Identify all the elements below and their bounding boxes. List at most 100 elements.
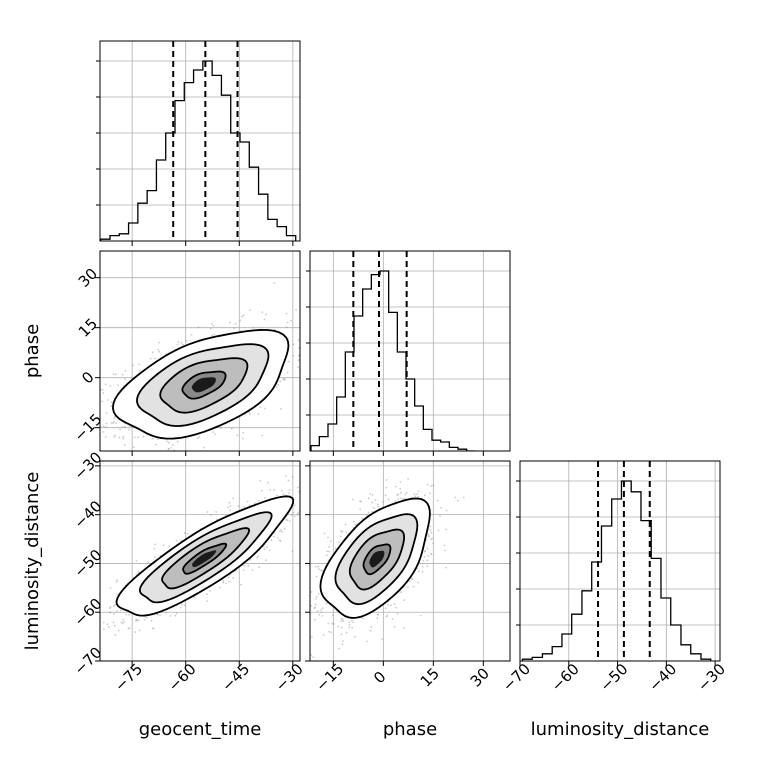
scatter-point xyxy=(249,413,251,416)
scatter-point xyxy=(131,364,134,367)
scatter-point xyxy=(276,494,278,497)
density-core xyxy=(369,550,385,568)
scatter-point xyxy=(147,561,150,564)
y-tick-label-phase: 15 xyxy=(75,315,101,341)
scatter-point xyxy=(256,556,259,559)
scatter-point xyxy=(318,568,320,570)
scatter-point xyxy=(265,559,268,562)
scatter-point xyxy=(259,406,262,409)
pair-clip xyxy=(294,478,465,659)
scatter-point xyxy=(95,627,97,629)
scatter-point xyxy=(121,373,124,376)
scatter-point xyxy=(219,586,221,589)
scatter-point xyxy=(232,577,235,579)
scatter-point xyxy=(371,511,374,513)
scatter-point xyxy=(300,503,302,505)
scatter-point xyxy=(445,528,447,531)
scatter-point xyxy=(326,468,328,470)
scatter-point xyxy=(313,607,316,610)
scatter-point xyxy=(422,559,425,562)
scatter-point xyxy=(116,610,118,612)
panel-frame xyxy=(99,40,301,242)
scatter-point xyxy=(158,350,161,353)
scatter-point xyxy=(128,463,130,465)
panel-hist-phase xyxy=(306,250,511,456)
scatter-point xyxy=(341,530,344,533)
scatter-point xyxy=(229,509,231,512)
scatter-point xyxy=(320,611,322,613)
scatter-point xyxy=(151,351,154,354)
scatter-point xyxy=(330,631,332,634)
scatter-point xyxy=(290,514,293,516)
scatter-point xyxy=(302,349,304,351)
scatter-point xyxy=(273,488,275,491)
scatter-point xyxy=(281,489,283,492)
scatter-point xyxy=(376,613,379,616)
scatter-point xyxy=(340,626,343,629)
scatter-point xyxy=(427,533,430,535)
scatter-point xyxy=(151,437,154,440)
scatter-point xyxy=(246,500,249,503)
scatter-point xyxy=(340,633,343,636)
scatter-point xyxy=(193,596,196,599)
scatter-point xyxy=(361,517,363,520)
scatter-point xyxy=(144,616,147,618)
scatter-point xyxy=(152,627,155,630)
scatter-point xyxy=(443,544,446,547)
scatter-point xyxy=(175,539,178,542)
scatter-point xyxy=(128,613,130,616)
scatter-point xyxy=(340,331,342,333)
scatter-point xyxy=(125,613,128,616)
scatter-point xyxy=(318,613,321,616)
scatter-point xyxy=(416,493,419,496)
scatter-point xyxy=(317,593,320,595)
scatter-point xyxy=(301,382,303,384)
scatter-point xyxy=(107,626,110,628)
scatter-point xyxy=(102,431,105,433)
scatter-point xyxy=(432,484,434,487)
scatter-point xyxy=(231,428,233,430)
scatter-point xyxy=(393,625,396,628)
scatter-point xyxy=(311,635,313,638)
panel-frame xyxy=(309,250,511,452)
scatter-point xyxy=(190,333,193,336)
panel-hist-geocent_time xyxy=(96,40,301,246)
scatter-point xyxy=(294,601,296,603)
panel-frame xyxy=(519,460,721,662)
scatter-point xyxy=(412,585,415,588)
scatter-point xyxy=(288,360,290,363)
scatter-point xyxy=(345,531,348,534)
scatter-point xyxy=(135,559,138,562)
scatter-point xyxy=(222,581,225,584)
scatter-point xyxy=(127,627,130,630)
scatter-point xyxy=(454,496,457,499)
panel-hist-luminosity_distance: −70 −60 −50 −40 −30 xyxy=(499,460,729,695)
contour-0.5 xyxy=(181,370,227,400)
scatter-point xyxy=(121,622,124,625)
scatter-point xyxy=(354,635,356,638)
scatter-point xyxy=(326,487,328,489)
scatter-point xyxy=(288,520,291,522)
scatter-point xyxy=(312,494,314,496)
contour-2 xyxy=(319,497,431,619)
scatter-point xyxy=(362,617,364,620)
scatter-point xyxy=(307,479,309,481)
scatter-point xyxy=(211,322,213,325)
scatter-point xyxy=(135,455,137,457)
contour-1.5 xyxy=(136,343,270,427)
scatter-point xyxy=(304,333,306,335)
scatter-point xyxy=(112,605,115,607)
scatter-point xyxy=(424,550,427,552)
scatter-point xyxy=(286,321,289,324)
scatter-point xyxy=(332,614,334,617)
scatter-point xyxy=(331,347,333,349)
histogram-phase xyxy=(310,270,476,451)
scatter-point xyxy=(211,334,214,337)
scatter-point xyxy=(247,564,250,567)
scatter-point xyxy=(394,485,397,488)
scatter-point xyxy=(387,604,389,607)
scatter-point xyxy=(109,606,112,608)
scatter-point xyxy=(214,433,217,436)
scatter-point xyxy=(312,656,315,659)
